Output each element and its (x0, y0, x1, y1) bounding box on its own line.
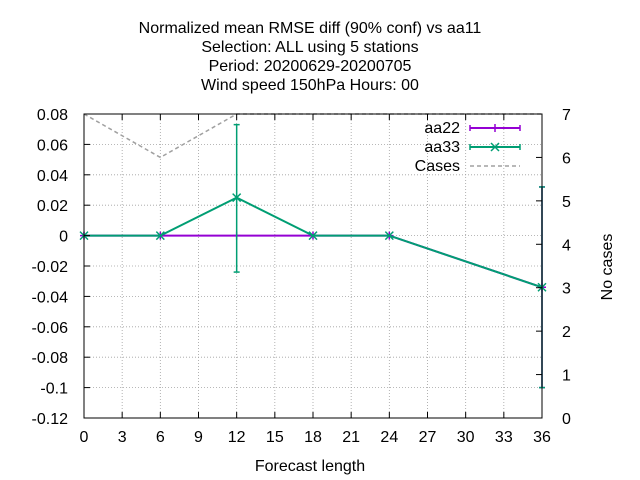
x-tick-label-6: 18 (304, 429, 322, 446)
data-point-aa33-3 (308, 231, 318, 241)
y-tick-label-4: -0.04 (32, 289, 69, 306)
x-tick-label-7: 21 (342, 429, 360, 446)
y-tick-label-9: 0.06 (37, 137, 68, 154)
legend: aa22 aa33 Cases (415, 120, 521, 175)
y2-tick-label-4: 4 (562, 237, 571, 254)
y2-axis-label: No cases (599, 234, 616, 301)
x-axis-label: Forecast length (255, 458, 365, 475)
y2-tick-label-1: 1 (562, 368, 571, 385)
title-line-3: Period: 20200629-20200705 (209, 58, 412, 75)
legend-label-aa22: aa22 (424, 120, 460, 137)
legend-label-aa33: aa33 (424, 139, 460, 156)
data-point-aa33-1 (155, 231, 165, 241)
x-tick-label-12: 36 (533, 429, 551, 446)
y2-tick-label-5: 5 (562, 194, 571, 211)
y2-tick-label-6: 6 (562, 150, 571, 167)
y-tick-label-1: -0.1 (40, 381, 68, 398)
y2-tick-label-0: 0 (562, 411, 571, 428)
y-tick-label-7: 0.02 (37, 198, 68, 215)
y2-tick-label-7: 7 (562, 107, 571, 124)
y-tick-label-0: -0.12 (32, 411, 69, 428)
y2-tick-label-3: 3 (562, 281, 571, 298)
chart-title: Normalized mean RMSE diff (90% conf) vs … (139, 20, 482, 94)
y-tick-label-3: -0.06 (32, 320, 69, 337)
y-tick-label-6: 0 (59, 229, 68, 246)
y2-tick-label-2: 2 (562, 324, 571, 341)
grid (84, 114, 542, 418)
y-tick-label-10: 0.08 (37, 107, 68, 124)
y-tick-label-8: 0.04 (37, 168, 68, 185)
title-line-4: Wind speed 150hPa Hours: 00 (201, 77, 419, 94)
x-tick-label-10: 30 (457, 429, 475, 446)
series-line-aa33 (84, 196, 543, 289)
x-tick-label-4: 12 (228, 429, 246, 446)
axis-ticks: 0 3 6 9 12 15 18 21 24 27 30 33 36-0.12-0.1-0.08-0.0… (32, 107, 571, 446)
legend-marker-aa22 (491, 124, 499, 132)
y-tick-label-5: -0.02 (32, 259, 69, 276)
title-line-2: Selection: ALL using 5 stations (201, 39, 418, 56)
legend-marker-aa33 (490, 142, 500, 152)
x-tick-label-3: 9 (194, 429, 203, 446)
title-line-1: Normalized mean RMSE diff (90% conf) vs … (139, 20, 482, 37)
y-tick-label-2: -0.08 (32, 350, 69, 367)
data-point-aa33-4 (384, 231, 394, 241)
legend-label-Cases: Cases (415, 158, 460, 175)
x-tick-label-8: 24 (380, 429, 398, 446)
x-tick-label-5: 15 (266, 429, 284, 446)
x-tick-label-1: 3 (118, 429, 127, 446)
x-tick-label-2: 6 (156, 429, 165, 446)
data-point-aa33-2 (232, 193, 242, 203)
x-tick-label-0: 0 (80, 429, 89, 446)
x-tick-label-9: 27 (419, 429, 437, 446)
x-tick-label-11: 33 (495, 429, 513, 446)
